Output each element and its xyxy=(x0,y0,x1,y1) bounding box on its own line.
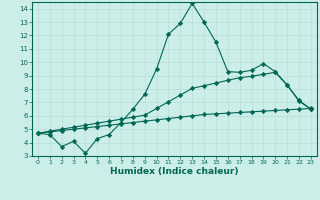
X-axis label: Humidex (Indice chaleur): Humidex (Indice chaleur) xyxy=(110,167,239,176)
